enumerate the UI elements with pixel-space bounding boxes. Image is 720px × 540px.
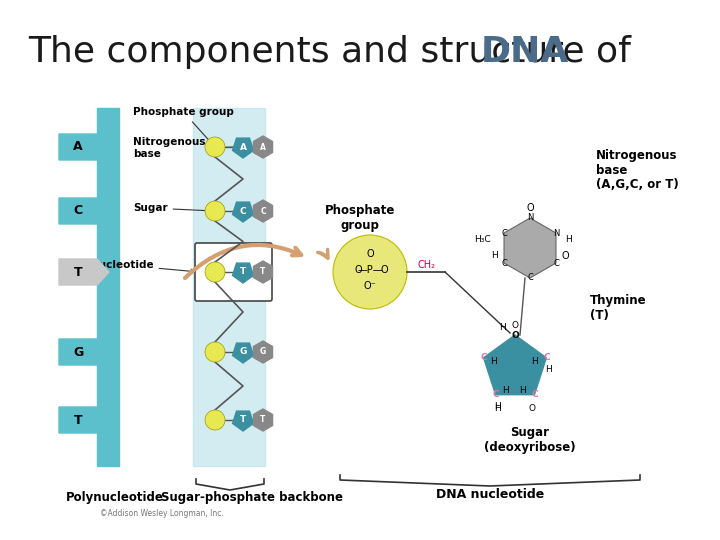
Text: T: T	[240, 267, 246, 276]
Bar	[97, 108, 119, 466]
Circle shape	[205, 262, 225, 282]
Text: N: N	[527, 213, 534, 222]
Text: DNA: DNA	[481, 35, 570, 69]
Text: H: H	[494, 404, 501, 413]
Text: Sugar
(deoxyribose): Sugar (deoxyribose)	[484, 426, 576, 454]
FancyBboxPatch shape	[195, 243, 272, 301]
Text: H: H	[545, 365, 552, 374]
Text: C: C	[553, 259, 559, 267]
Text: H₃C: H₃C	[474, 235, 490, 245]
Text: C: C	[501, 259, 507, 267]
Text: O: O	[380, 265, 388, 275]
Text: O: O	[511, 321, 518, 329]
Text: C: C	[531, 390, 538, 399]
Text: O: O	[366, 249, 374, 259]
Text: O: O	[561, 251, 569, 261]
Circle shape	[205, 342, 225, 362]
Polygon shape	[59, 407, 109, 433]
Text: Nitrogenous
base
(A,G,C, or T): Nitrogenous base (A,G,C, or T)	[596, 148, 679, 192]
Text: T: T	[73, 266, 82, 279]
Bar	[193, 108, 265, 466]
Text: Sugar: Sugar	[133, 203, 212, 213]
Text: Nucleotide: Nucleotide	[90, 260, 195, 273]
Text: The components and structure of: The components and structure of	[28, 35, 642, 69]
Text: H: H	[564, 235, 572, 245]
Text: H: H	[494, 402, 501, 411]
Polygon shape	[59, 339, 109, 365]
Text: C: C	[73, 205, 83, 218]
Text: O: O	[511, 330, 519, 340]
Circle shape	[205, 137, 225, 157]
Polygon shape	[233, 343, 253, 363]
Text: O: O	[354, 265, 362, 275]
Polygon shape	[59, 259, 109, 285]
Circle shape	[205, 410, 225, 430]
Polygon shape	[253, 200, 273, 222]
Text: T: T	[73, 414, 82, 427]
Text: Phosphate group: Phosphate group	[133, 107, 234, 145]
Text: H: H	[500, 322, 506, 332]
Text: Thymine
(T): Thymine (T)	[590, 294, 647, 322]
Text: C: C	[260, 206, 266, 215]
Polygon shape	[253, 341, 273, 363]
Polygon shape	[59, 134, 109, 160]
Text: G: G	[260, 348, 266, 356]
Text: Polynucleotide: Polynucleotide	[66, 490, 164, 503]
Text: C: C	[240, 206, 246, 215]
Text: C: C	[543, 353, 549, 362]
Text: T: T	[240, 415, 246, 424]
Text: H: H	[519, 386, 526, 395]
Polygon shape	[253, 409, 273, 431]
Text: N: N	[553, 228, 559, 238]
Polygon shape	[484, 335, 546, 395]
Polygon shape	[233, 138, 253, 158]
Text: ©Addison Wesley Longman, Inc.: ©Addison Wesley Longman, Inc.	[100, 509, 224, 517]
Text: O: O	[526, 203, 534, 213]
Polygon shape	[59, 198, 109, 224]
Circle shape	[205, 201, 225, 221]
Polygon shape	[233, 202, 253, 222]
Text: G: G	[239, 348, 247, 356]
Polygon shape	[253, 261, 273, 283]
Text: DNA nucleotide: DNA nucleotide	[436, 489, 544, 502]
Text: H: H	[531, 357, 538, 366]
Polygon shape	[253, 136, 273, 158]
Text: C: C	[480, 353, 487, 362]
Text: —P—: —P—	[357, 265, 383, 275]
Text: T: T	[261, 415, 266, 424]
Polygon shape	[504, 218, 556, 278]
Text: T: T	[261, 267, 266, 276]
Text: G: G	[73, 346, 83, 359]
Text: Phosphate
group: Phosphate group	[325, 204, 395, 232]
Text: C: C	[501, 228, 507, 238]
Text: A: A	[73, 140, 83, 153]
Text: O⁻: O⁻	[364, 281, 377, 291]
Text: CH₂: CH₂	[418, 260, 436, 270]
Text: A: A	[260, 143, 266, 152]
Text: O: O	[529, 404, 536, 413]
Circle shape	[333, 235, 407, 309]
Text: H: H	[490, 357, 497, 366]
Text: C: C	[492, 390, 499, 399]
Text: C: C	[527, 273, 533, 282]
Text: H: H	[503, 386, 509, 395]
Text: Nitrogenous
base: Nitrogenous base	[133, 137, 240, 159]
Text: Sugar-phosphate backbone: Sugar-phosphate backbone	[161, 490, 343, 503]
Polygon shape	[233, 411, 253, 431]
Polygon shape	[233, 263, 253, 283]
Text: H: H	[492, 252, 498, 260]
Text: A: A	[240, 143, 246, 152]
